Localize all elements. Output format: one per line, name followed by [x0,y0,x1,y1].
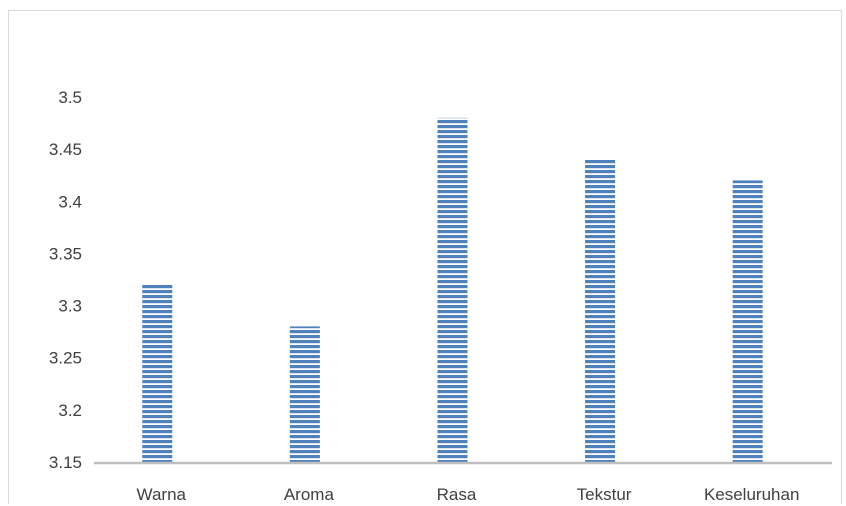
bar-keseluruhan [732,180,763,462]
y-tick-label: 3.25 [49,349,82,368]
x-tick-labels: Warna Aroma Rasa Tekstur Keseluruhan [137,485,800,504]
y-tick-labels: 3.15 3.2 3.25 3.3 3.35 3.4 3.45 3.5 [49,88,82,472]
y-tick-label: 3.35 [49,244,82,263]
bar-rasa [437,117,468,462]
bars-layer [142,117,763,463]
x-tick-label: Aroma [284,485,335,504]
y-tick-label: 3.45 [49,140,82,159]
x-tick-label: Keseluruhan [704,485,799,504]
bar-warna [142,284,173,462]
bar-aroma [289,326,320,462]
y-tick-label: 3.3 [58,297,82,316]
x-tick-label: Warna [137,485,187,504]
y-tick-label: 3.15 [49,453,82,472]
x-tick-label: Tekstur [577,485,632,504]
y-tick-label: 3.2 [58,401,82,420]
x-tick-label: Rasa [437,485,477,504]
y-tick-label: 3.5 [58,88,82,107]
y-tick-label: 3.4 [58,192,82,211]
bar-tekstur [585,159,616,463]
chart-frame [8,10,842,504]
